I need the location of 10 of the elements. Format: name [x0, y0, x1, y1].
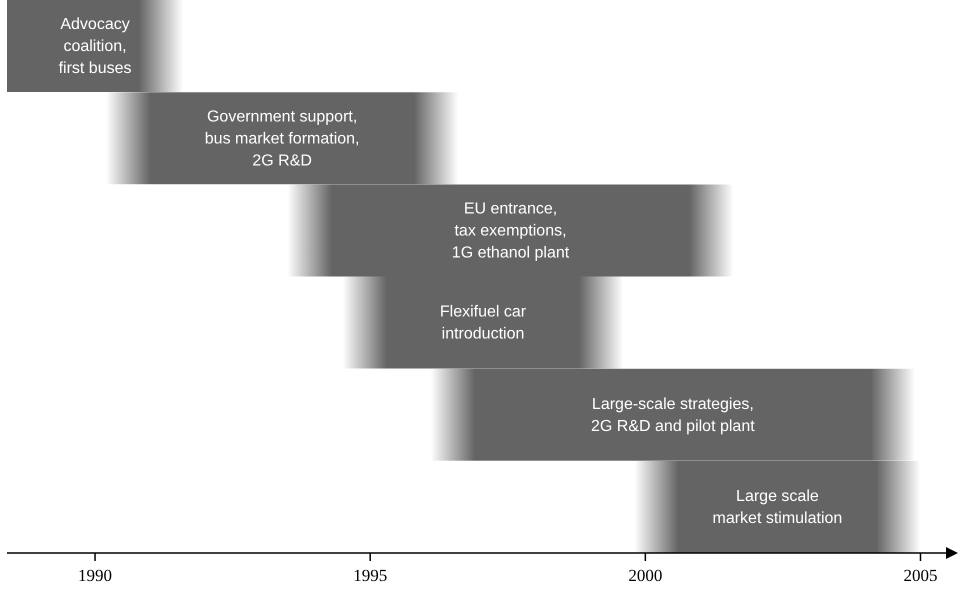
x-tick-label: 2000 [628, 566, 662, 585]
annotation: Large scale market stimulation [712, 487, 842, 526]
annotation: Large-scale strategies, 2G R&D and pilot plant [591, 395, 756, 434]
x-tick-label: 1995 [353, 566, 388, 585]
x-tick-label: 2005 [903, 566, 938, 585]
annotation: Government support, bus market formation, 2G R&D [204, 108, 360, 169]
annotation: EU entrance, tax exemptions, 1G ethanol plant [452, 200, 570, 261]
annotation: Flexifuel car introduction [440, 303, 527, 342]
annotation: Advocacy coalition, first buses [58, 16, 132, 77]
x-tick-label: 1990 [78, 566, 112, 585]
